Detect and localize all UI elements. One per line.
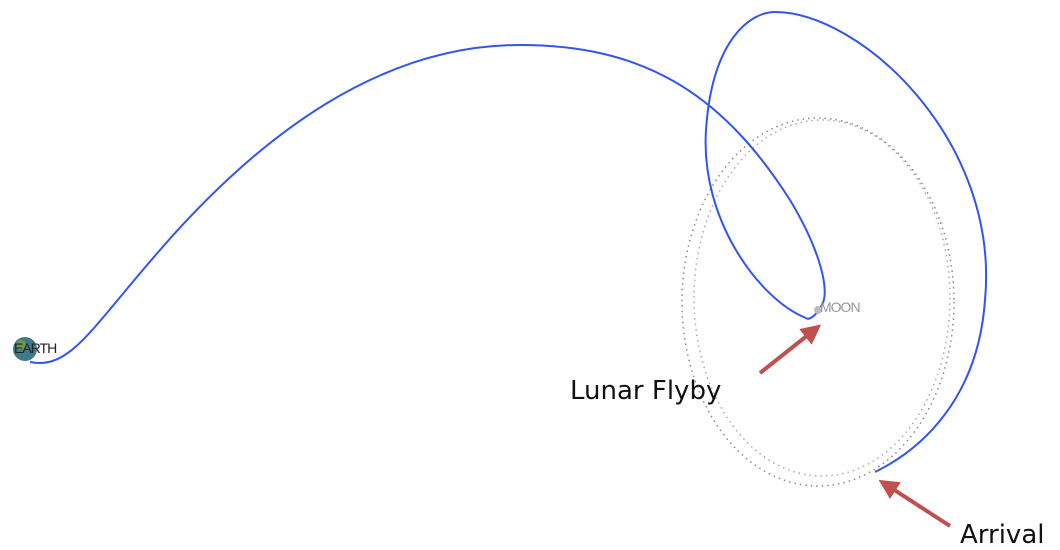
arrival-label: Arrival	[960, 520, 1044, 550]
moon-label: MOON	[820, 299, 860, 315]
trajectory	[29, 43, 826, 364]
flyby-arrow	[758, 324, 822, 375]
moon-orbit	[681, 117, 955, 487]
trajectory-loop	[704, 10, 988, 473]
moon-orbit	[693, 119, 951, 477]
arrival-arrow	[878, 479, 952, 528]
earth-label: EARTH	[14, 340, 56, 356]
flyby-label: Lunar Flyby	[570, 376, 721, 406]
moon-icon	[814, 306, 822, 314]
earth-land	[16, 340, 26, 350]
